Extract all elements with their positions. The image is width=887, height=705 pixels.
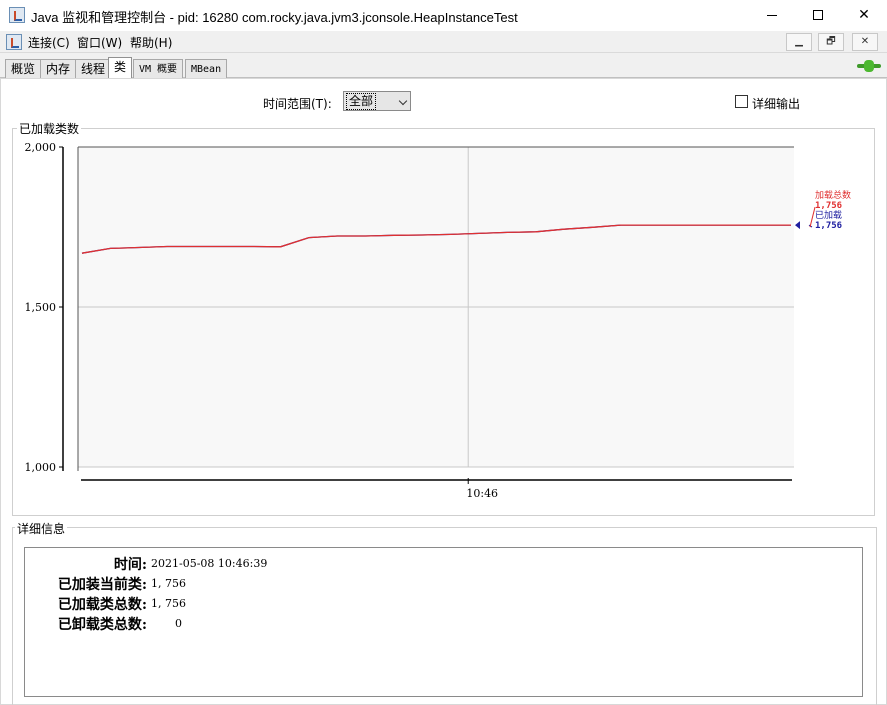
maximize-button[interactable] — [795, 0, 841, 31]
chart-series — [81, 224, 791, 254]
java-menu-icon[interactable] — [6, 34, 22, 50]
detail-label: 已加装当前类: — [57, 577, 147, 593]
y-tick-label: 1,500 — [25, 301, 57, 314]
window-title: Java 监视和管理控制台 - pid: 16280 com.rocky.jav… — [31, 10, 518, 25]
legend-series-loaded-name: 已加载 — [815, 209, 842, 221]
detail-value: 1, 756 — [151, 597, 186, 610]
tab-overview[interactable]: 概览 — [5, 59, 42, 78]
chevron-down-icon — [398, 96, 408, 106]
details-group-title: 详细信息 — [15, 520, 68, 537]
detail-output-checkbox[interactable] — [735, 95, 748, 108]
details-group — [12, 527, 877, 705]
inner-minimize-icon: ▁ — [795, 36, 803, 47]
detail-label: 时间: — [113, 557, 147, 573]
time-range-select[interactable]: 全部 — [343, 91, 411, 111]
java-app-icon — [9, 7, 25, 23]
x-tick-label: 10:46 — [466, 487, 498, 500]
detail-value: 2021-05-08 10:46:39 — [151, 557, 268, 570]
tab-threads[interactable]: 线程 — [75, 59, 112, 78]
y-axis-ticks: 2,000 1,500 1,000 — [25, 141, 63, 474]
detail-label: 已卸载类总数: — [57, 617, 147, 633]
inner-close-icon: ✕ — [860, 36, 870, 47]
menu-window[interactable]: 窗口(W) — [77, 36, 123, 50]
maximize-icon — [813, 10, 823, 20]
time-range-label: 时间范围(T): — [263, 97, 332, 111]
y-tick-label: 2,000 — [25, 141, 57, 154]
menu-connection[interactable]: 连接(C) — [28, 36, 70, 50]
inner-close-button[interactable]: ✕ — [852, 33, 878, 51]
inner-minimize-button[interactable]: ▁ — [786, 33, 812, 51]
title-bar: Java 监视和管理控制台 - pid: 16280 com.rocky.jav… — [0, 0, 887, 31]
details-box: 时间: 2021-05-08 10:46:39 已加装当前类: 1, 756 已… — [24, 547, 863, 697]
inner-restore-icon: 🗗 — [826, 36, 836, 47]
legend-series-total-value: 1,756 — [815, 201, 842, 211]
close-button[interactable]: ✕ — [841, 0, 887, 31]
menu-help[interactable]: 帮助(H) — [130, 36, 173, 50]
detail-label: 已加载类总数: — [57, 597, 147, 613]
inner-restore-button[interactable]: 🗗 — [818, 33, 844, 51]
x-axis-ticks: 10:46 — [466, 478, 498, 500]
detail-value: 1, 756 — [151, 577, 186, 590]
tab-vm-summary[interactable]: VM 概要 — [133, 59, 184, 78]
minimize-icon — [767, 14, 777, 16]
series-line — [81, 224, 791, 254]
legend-series-loaded-value: 1,756 — [815, 221, 842, 231]
detail-output-label: 详细输出 — [752, 97, 801, 111]
y-tick-label: 1,000 — [25, 461, 57, 474]
connection-status-icon — [857, 60, 881, 72]
tab-bar: 概览 内存 线程 类 VM 概要 MBean — [0, 54, 887, 79]
loaded-classes-group — [12, 128, 875, 516]
current-value-marker — [795, 221, 800, 230]
legend-pointer — [809, 206, 816, 228]
menu-bar: 连接(C) 窗口(W) 帮助(H) ▁ 🗗 ✕ — [0, 31, 887, 53]
loaded-classes-group-title: 已加载类数 — [17, 120, 82, 137]
minimize-button[interactable] — [749, 0, 795, 31]
tab-classes[interactable]: 类 — [108, 57, 133, 79]
detail-value: 0 — [175, 617, 182, 630]
tab-mbean[interactable]: MBean — [185, 59, 228, 78]
tab-memory[interactable]: 内存 — [40, 59, 77, 78]
close-icon: ✕ — [858, 7, 870, 23]
time-range-value: 全部 — [346, 93, 377, 110]
legend-series-total-name: 加载总数 — [815, 189, 851, 201]
